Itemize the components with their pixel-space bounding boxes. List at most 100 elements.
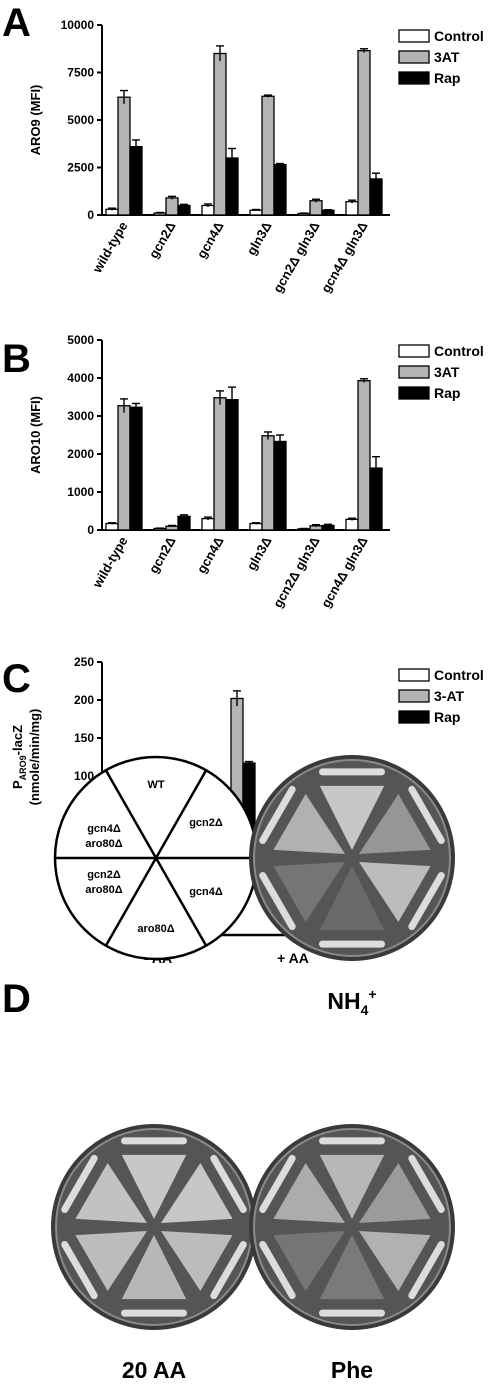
yeast-patch [259, 872, 296, 931]
bar [129, 145, 143, 216]
bar [357, 50, 371, 216]
yeast-streak [358, 862, 431, 922]
y-axis-label: PARO9-lacZ [10, 725, 28, 789]
yeast-streak [358, 1231, 431, 1291]
legend-label: 3AT [434, 49, 460, 65]
x-tick-label: gcn4Δ [194, 219, 227, 261]
yeast-streak [160, 1163, 233, 1223]
yeast-streak [358, 1163, 431, 1223]
legend-label: Rap [434, 709, 460, 725]
legend-label: 3-AT [434, 688, 465, 704]
yeast-streak [319, 1235, 385, 1300]
bar [261, 435, 275, 531]
bar [249, 522, 263, 531]
panel-letter-d: D [2, 977, 31, 1021]
diagram-label-gcn4: gcn4Δ [189, 886, 223, 898]
yeast-streak [121, 1154, 187, 1219]
agar-plates [51, 755, 455, 1330]
legend-label: Rap [434, 385, 460, 401]
bar [165, 197, 179, 216]
yeast-streak [273, 1163, 346, 1223]
diagram-label-aro80: aro80Δ [137, 923, 174, 935]
yeast-patch [408, 1241, 445, 1300]
legend-swatch [398, 386, 430, 400]
bar [177, 204, 191, 216]
bar [117, 96, 131, 216]
yeast-streak [319, 866, 385, 931]
yeast-streak [273, 862, 346, 922]
yeast-streak [75, 1163, 148, 1223]
y-axis-label-sub: ARO9 [18, 755, 28, 780]
legend-label: Control [434, 343, 484, 359]
yeast-streak [75, 1231, 148, 1291]
bar [309, 200, 323, 216]
x-tick-label: wild-type [89, 219, 131, 276]
plate-label-nh4-sup: + [368, 986, 376, 1002]
plate-label-nh4-main: NH [327, 988, 360, 1014]
x-tick-label: gcn2Δ gln3Δ [270, 219, 323, 295]
chart-aro10: 0 1000 2000 3000 4000 5000 ARO10 (MFI) wild-typ… [28, 333, 484, 610]
plate-label-phe: Phe [331, 1357, 373, 1383]
y-tick-label: 3000 [67, 409, 94, 423]
legend-swatch [398, 71, 430, 85]
bar [273, 440, 287, 531]
yeast-streak [319, 1154, 385, 1219]
y-axis-label-rest: -lacZ [10, 725, 25, 755]
bar [213, 52, 227, 216]
diagram-label-gcn4-aro80: gcn4Δ [87, 823, 121, 835]
x-tick-label: gcn2Δ [146, 534, 179, 576]
plate-nh4 [249, 755, 455, 961]
bar [129, 406, 143, 531]
diagram-label-gcn2-aro80: gcn2Δ [87, 869, 121, 881]
plate-label-20aa: 20 AA [122, 1357, 186, 1383]
yeast-streak [160, 1231, 233, 1291]
yeast-streak [273, 794, 346, 854]
yeast-patch [210, 1154, 247, 1213]
bar [177, 515, 191, 531]
yeast-streak [273, 1231, 346, 1291]
bar [105, 522, 119, 531]
yeast-patch [408, 1154, 445, 1213]
legend-label: Control [434, 28, 484, 44]
plate-label-nh4: NH4+ [327, 986, 376, 1018]
plate-20aa [51, 1124, 257, 1330]
x-tick-label: gcn4Δ gln3Δ [318, 219, 371, 295]
legend-label: 3AT [434, 364, 460, 380]
chart-aro9: 0 2500 5000 7500 10000 ARO9 (MFI) wild-type gcn… [28, 18, 484, 295]
x-tick-label: wild-type [89, 534, 131, 591]
legend-label: Control [434, 667, 484, 683]
y-tick-label: 2000 [67, 447, 94, 461]
legend-swatch [398, 50, 430, 64]
legend-swatch [398, 365, 430, 379]
legend-swatch [398, 344, 430, 358]
bar [117, 405, 131, 531]
bar [273, 163, 287, 216]
y-tick-label: 1000 [67, 485, 94, 499]
x-tick-label: gcn2Δ gln3Δ [270, 534, 323, 610]
bar [213, 397, 227, 531]
x-tick-label: gcn4Δ [194, 534, 227, 576]
x-tick-label: gcn4Δ gln3Δ [318, 534, 371, 610]
bar [261, 95, 275, 216]
bar [345, 518, 359, 531]
y-tick-label: 5000 [67, 333, 94, 347]
yeast-patch [259, 785, 296, 844]
group-label: + AA [277, 950, 309, 966]
panel-letter-c: C [2, 657, 31, 701]
panel-letter-a: A [2, 1, 31, 45]
y-tick-label: 150 [74, 731, 94, 745]
diagram-label-gcn4-aro80: aro80Δ [85, 838, 122, 850]
legend-swatch [398, 689, 430, 703]
y-tick-label: 200 [74, 693, 94, 707]
yeast-patch [408, 785, 445, 844]
diagram-label-wt: WT [147, 779, 164, 791]
legend-swatch [398, 710, 430, 724]
panel-letter-b: B [2, 337, 31, 381]
legend-swatch [398, 29, 430, 43]
y-tick-label: 4000 [67, 371, 94, 385]
y-tick-label: 7500 [67, 66, 94, 80]
plate-layout-diagram: WT gcn2Δ gcn4Δ aro80Δ gcn2Δ aro80Δ gcn4Δ… [53, 755, 259, 961]
yeast-patch [210, 1241, 247, 1300]
y-axis-label-main: P [10, 780, 25, 789]
